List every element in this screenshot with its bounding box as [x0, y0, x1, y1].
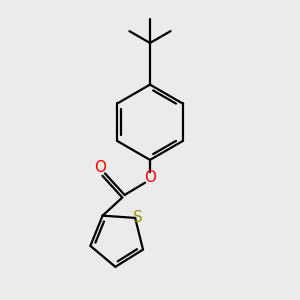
Text: S: S	[133, 210, 143, 225]
Text: O: O	[144, 170, 156, 185]
Text: O: O	[94, 160, 106, 175]
